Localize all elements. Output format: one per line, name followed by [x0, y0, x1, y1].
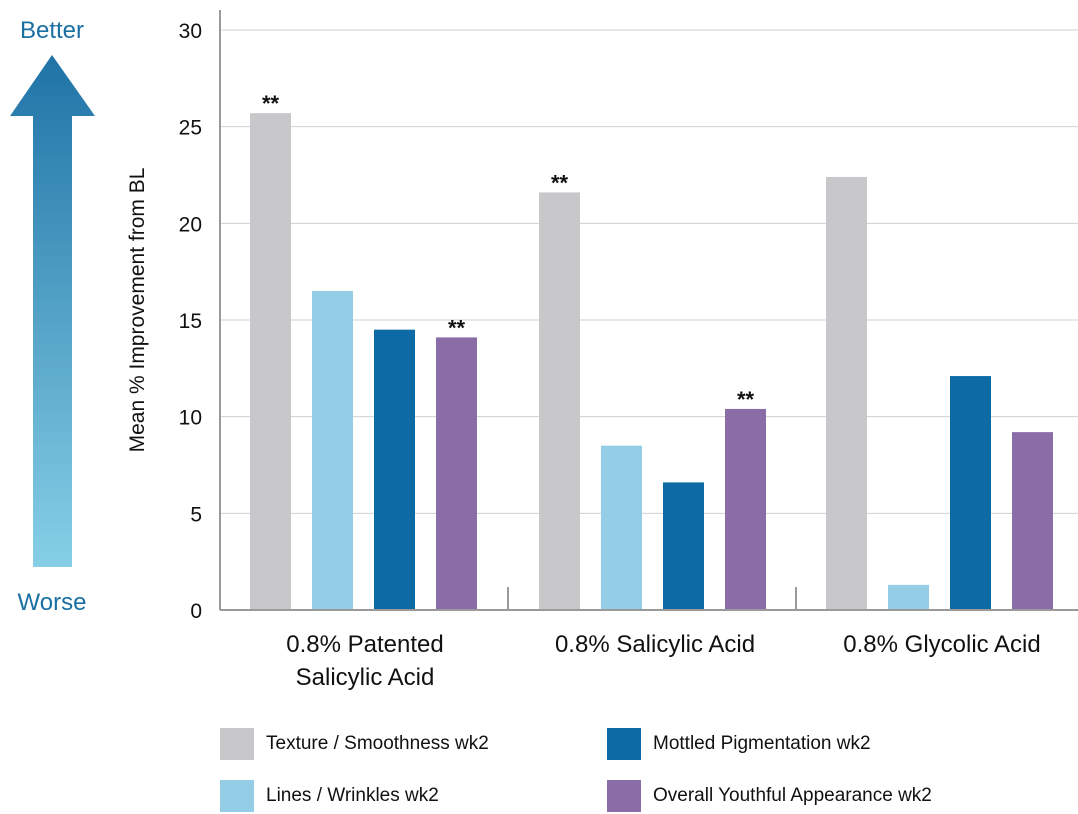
bar — [374, 329, 415, 610]
grid-lines — [220, 29, 1078, 514]
legend-item-texture: Texture / Smoothness wk2 — [220, 728, 489, 760]
better-label: Better — [20, 17, 84, 44]
legend-item-youthful: Overall Youthful Appearance wk2 — [607, 780, 932, 812]
x-category-label: Salicylic Acid — [296, 664, 435, 691]
axes — [219, 10, 1078, 611]
legend-swatch-texture — [220, 728, 254, 760]
arrow-up-icon — [10, 55, 95, 567]
bar — [601, 445, 642, 610]
bar — [663, 482, 704, 610]
significance-mark: ** — [551, 170, 569, 195]
y-tick-labels: 0 5 10 15 20 25 30 — [179, 20, 202, 623]
y-tick-label: 20 — [179, 213, 202, 236]
x-category-label: 0.8% Glycolic Acid — [843, 631, 1040, 658]
significance-mark: ** — [448, 315, 466, 340]
legend-item-mottled: Mottled Pigmentation wk2 — [607, 728, 871, 760]
y-axis-label: Mean % Improvement from BL — [126, 168, 149, 453]
significance-mark: ** — [737, 387, 755, 412]
bar — [950, 376, 991, 610]
x-category-labels: 0.8% Patented Salicylic Acid 0.8% Salicyli… — [286, 631, 1040, 691]
better-worse-arrow: Better Worse — [10, 17, 95, 616]
significance-mark: ** — [262, 91, 280, 116]
bar — [1012, 432, 1053, 610]
y-tick-label: 5 — [190, 503, 202, 526]
significance-marks: ** ** ** ** — [262, 91, 755, 412]
y-tick-label: 10 — [179, 407, 202, 430]
legend-swatch-lines — [220, 780, 254, 812]
legend-swatch-youthful — [607, 780, 641, 812]
worse-label: Worse — [18, 589, 87, 616]
y-tick-label: 30 — [179, 20, 202, 43]
x-category-label: 0.8% Salicylic Acid — [555, 631, 755, 658]
bar — [888, 584, 929, 610]
bar — [250, 113, 291, 610]
bar — [826, 176, 867, 610]
y-tick-label: 25 — [179, 117, 202, 140]
legend-item-lines: Lines / Wrinkles wk2 — [220, 780, 439, 812]
chart: Better Worse Mean % Improvement from BL … — [10, 10, 1078, 691]
bar — [436, 337, 477, 610]
legend-label: Texture / Smoothness wk2 — [266, 733, 489, 754]
x-category-label: 0.8% Patented — [286, 631, 443, 658]
bar — [725, 408, 766, 610]
bar — [312, 291, 353, 610]
legend-swatch-mottled — [607, 728, 641, 760]
y-tick-label: 15 — [179, 310, 202, 333]
legend-label: Mottled Pigmentation wk2 — [653, 733, 871, 754]
legend-label: Overall Youthful Appearance wk2 — [653, 785, 932, 806]
legend-label: Lines / Wrinkles wk2 — [266, 785, 439, 806]
y-tick-label: 0 — [190, 600, 202, 623]
bar — [539, 192, 580, 610]
bars — [250, 113, 1053, 610]
